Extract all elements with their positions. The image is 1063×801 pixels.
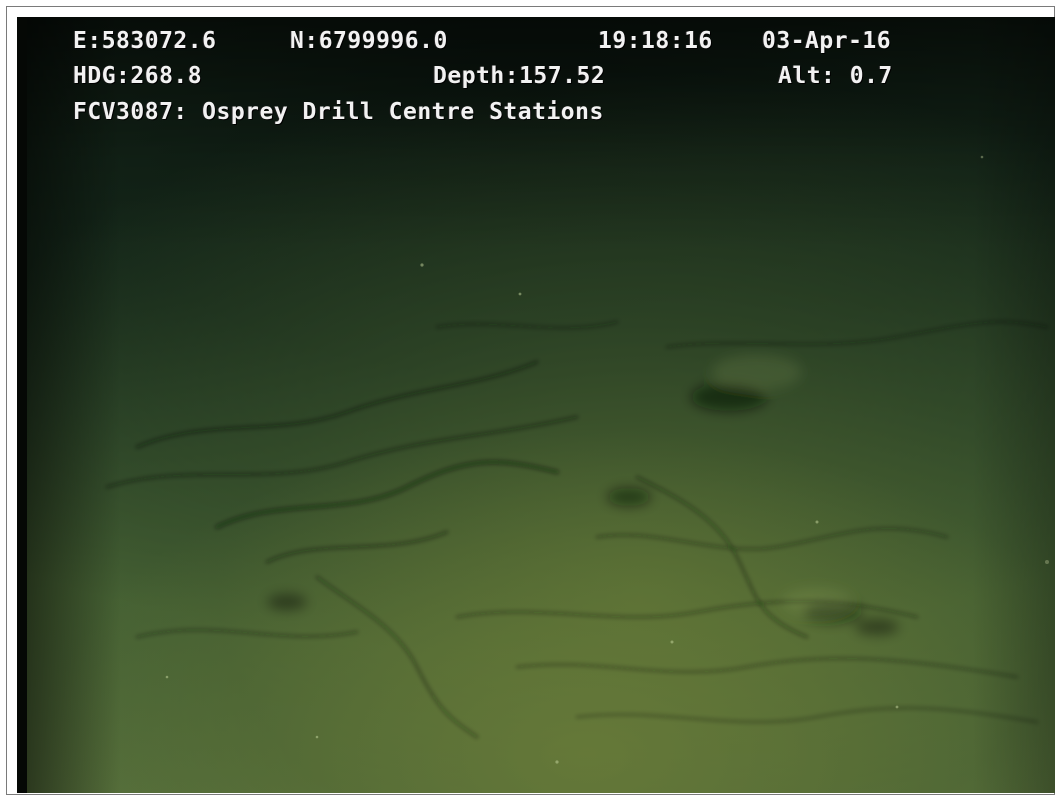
sediment-specks (165, 155, 1049, 764)
seabed-burrows (267, 354, 899, 635)
video-left-border (17, 17, 27, 793)
seabed-texture (105, 155, 1049, 764)
northing-readout: N:6799996.0 (290, 28, 448, 54)
survey-label: FCV3087: Osprey Drill Centre Stations (73, 99, 604, 125)
heading-readout: HDG:268.8 (73, 63, 203, 89)
altitude-readout: Alt: 0.7 (778, 63, 893, 89)
easting-readout: E:583072.6 (73, 28, 217, 54)
depth-readout: Depth:157.52 (433, 63, 606, 89)
time-readout: 19:18:16 (598, 28, 713, 54)
date-readout: 03-Apr-16 (762, 28, 892, 54)
seabed-video-frame (17, 17, 1055, 793)
sediment-ripples (105, 320, 1049, 739)
